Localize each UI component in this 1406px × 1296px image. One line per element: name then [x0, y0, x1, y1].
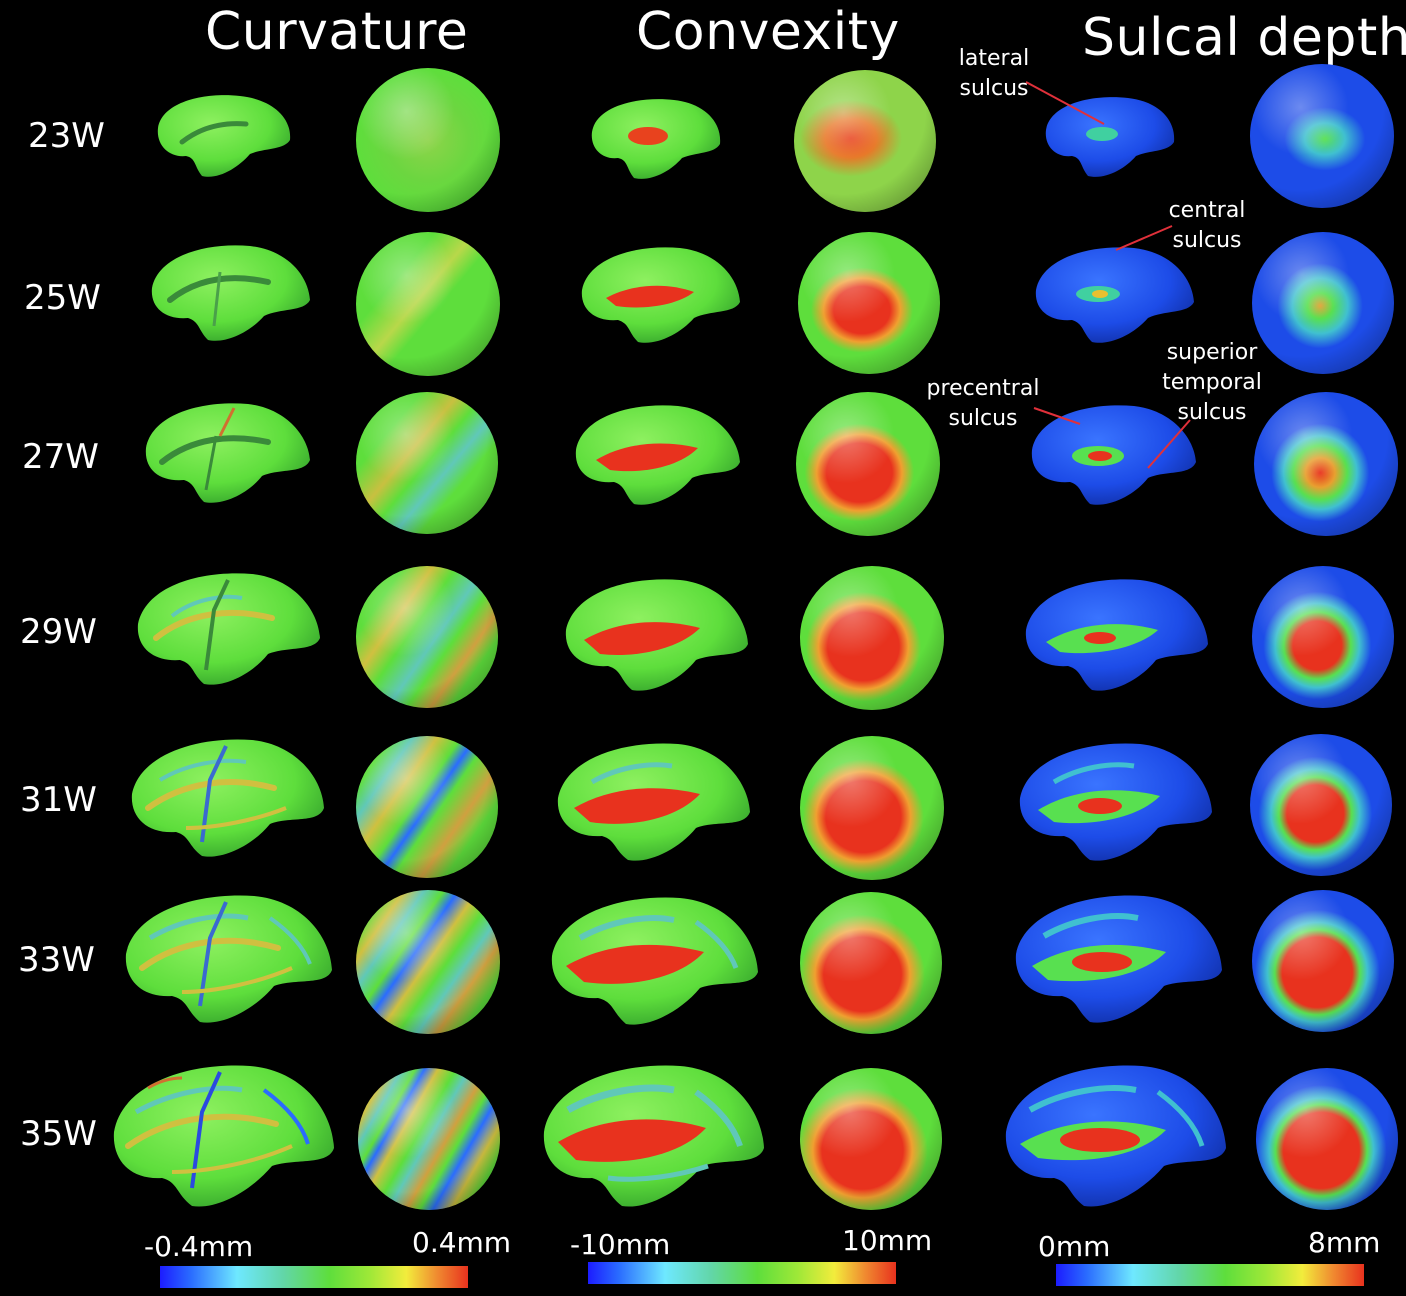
annot-central-sulcus: central sulcus [1168, 198, 1246, 253]
sphere-curvature-23w [356, 68, 500, 212]
leader-central-sulcus [1115, 225, 1173, 251]
brain-depth-29w [1025, 579, 1208, 691]
sphere-depth-33w [1252, 890, 1394, 1032]
sphere-curvature-31w [356, 736, 498, 878]
row-label-27w: 27W [22, 437, 99, 477]
title-curvature: Curvature [205, 2, 469, 62]
colorbar-convexity [588, 1262, 896, 1284]
sphere-convexity-23w [794, 70, 936, 212]
colorbar-depth-min: 0mm [1038, 1230, 1111, 1263]
brain-depth-33w [1015, 895, 1222, 1023]
colorbar-curvature [160, 1266, 468, 1288]
sphere-convexity-35w [800, 1068, 942, 1210]
brain-curvature-29w [137, 573, 320, 685]
sphere-convexity-25w [798, 232, 940, 374]
brain-depth-35w [1005, 1065, 1226, 1207]
sphere-depth-27w [1254, 392, 1398, 536]
title-sulcal-depth: Sulcal depth [1082, 8, 1406, 68]
colorbar-curvature-min: -0.4mm [144, 1230, 254, 1263]
colorbar-depth-max: 8mm [1308, 1226, 1381, 1259]
brain-depth-27w [1031, 405, 1196, 505]
brain-convexity-27w [575, 405, 740, 505]
brain-depth-25w [1035, 247, 1194, 343]
colorbar-sulcal-depth [1056, 1264, 1364, 1286]
sphere-depth-29w [1252, 566, 1394, 708]
brain-curvature-31w [131, 739, 324, 857]
brain-convexity-29w [565, 579, 748, 691]
brain-curvature-23w [157, 95, 291, 177]
leader-superior-temporal-sulcus [1147, 419, 1191, 469]
brain-curvature-33w [125, 895, 332, 1023]
sphere-convexity-29w [800, 566, 944, 710]
row-label-33w: 33W [18, 940, 95, 980]
annot-superior-temporal-sulcus: superior temporal sulcus [1162, 340, 1262, 425]
sphere-depth-23w [1250, 64, 1394, 208]
brain-convexity-35w [543, 1065, 764, 1207]
title-convexity: Convexity [636, 2, 900, 62]
brain-curvature-25w [151, 245, 310, 341]
annot-lateral-sulcus: lateral sulcus [958, 46, 1030, 101]
row-label-29w: 29W [20, 612, 97, 652]
sphere-convexity-31w [800, 736, 944, 880]
sphere-curvature-29w [356, 566, 498, 708]
brain-convexity-31w [557, 743, 750, 861]
colorbar-convexity-min: -10mm [570, 1228, 671, 1261]
sphere-curvature-35w [358, 1068, 500, 1210]
brain-curvature-35w [113, 1065, 334, 1207]
brain-curvature-27w [145, 403, 310, 503]
annot-precentral-sulcus: precentral sulcus [926, 376, 1040, 431]
sphere-curvature-27w [356, 392, 498, 534]
colorbar-convexity-max: 10mm [842, 1224, 933, 1257]
sphere-depth-31w [1250, 734, 1392, 876]
sphere-convexity-27w [796, 392, 940, 536]
sphere-convexity-33w [800, 892, 942, 1034]
sphere-curvature-33w [356, 890, 500, 1034]
row-label-25w: 25W [24, 278, 101, 318]
brain-convexity-23w [591, 99, 721, 179]
leader-lateral-sulcus [1025, 81, 1105, 125]
row-label-23w: 23W [28, 116, 105, 156]
brain-convexity-33w [551, 897, 758, 1025]
sphere-depth-25w [1252, 232, 1394, 374]
brain-convexity-25w [581, 247, 740, 343]
brain-depth-31w [1019, 743, 1212, 861]
row-label-35w: 35W [20, 1114, 97, 1154]
brain-depth-23w [1045, 97, 1175, 177]
sphere-depth-35w [1256, 1068, 1398, 1210]
leader-precentral-sulcus [1033, 407, 1081, 425]
sphere-curvature-25w [356, 232, 500, 376]
row-label-31w: 31W [20, 780, 97, 820]
colorbar-curvature-max: 0.4mm [412, 1226, 512, 1259]
